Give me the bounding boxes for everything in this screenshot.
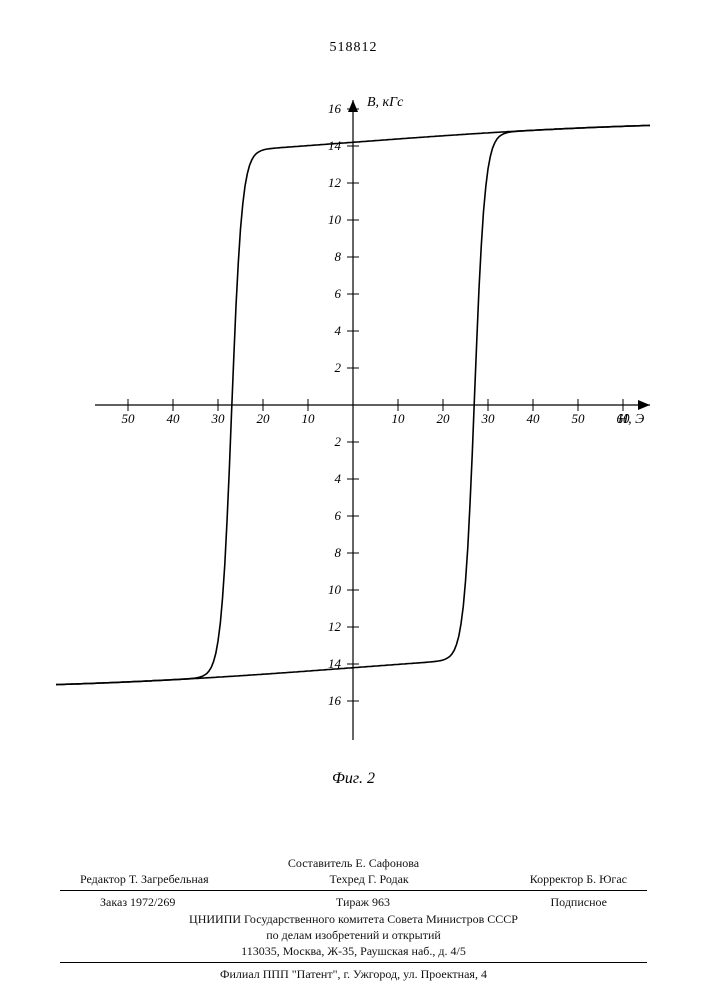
- footer-block: Составитель Е. Сафонова Редактор Т. Загр…: [0, 855, 707, 982]
- footer-corrector: Корректор Б. Югас: [530, 871, 627, 887]
- svg-text:16: 16: [328, 693, 342, 708]
- figure-label: Фиг. 2: [0, 770, 707, 788]
- svg-text:40: 40: [527, 411, 541, 426]
- footer-compiler: Составитель Е. Сафонова: [0, 855, 707, 871]
- svg-text:50: 50: [122, 411, 136, 426]
- svg-text:10: 10: [302, 411, 316, 426]
- svg-text:40: 40: [167, 411, 181, 426]
- svg-text:4: 4: [335, 471, 342, 486]
- document-number: 518812: [0, 40, 707, 56]
- svg-text:10: 10: [328, 582, 342, 597]
- svg-text:2: 2: [335, 360, 342, 375]
- svg-text:В, кГс: В, кГс: [367, 95, 404, 110]
- footer-subscribe: Подписное: [551, 894, 608, 910]
- svg-text:6: 6: [335, 286, 342, 301]
- svg-text:8: 8: [335, 249, 342, 264]
- footer-tirage: Тираж 963: [336, 894, 390, 910]
- footer-techred: Техред Г. Родак: [330, 871, 409, 887]
- svg-text:30: 30: [481, 411, 496, 426]
- svg-text:8: 8: [335, 545, 342, 560]
- footer-addr: 113035, Москва, Ж-35, Раушская наб., д. …: [0, 943, 707, 959]
- svg-text:6: 6: [335, 508, 342, 523]
- svg-text:12: 12: [328, 619, 342, 634]
- svg-text:12: 12: [328, 175, 342, 190]
- svg-text:50: 50: [572, 411, 586, 426]
- footer-org2: по делам изобретений и открытий: [0, 927, 707, 943]
- footer-org1: ЦНИИПИ Государственного комитета Совета …: [0, 911, 707, 927]
- footer-branch: Филиал ППП "Патент", г. Ужгород, ул. Про…: [0, 966, 707, 982]
- svg-text:16: 16: [328, 101, 342, 116]
- svg-text:20: 20: [437, 411, 451, 426]
- hysteresis-chart: 2468101214162468101214165040302010102030…: [0, 0, 707, 780]
- svg-text:20: 20: [257, 411, 271, 426]
- svg-text:10: 10: [392, 411, 406, 426]
- svg-text:2: 2: [335, 434, 342, 449]
- svg-text:14: 14: [328, 138, 342, 153]
- svg-text:Н, Э: Н, Э: [617, 412, 644, 427]
- svg-text:10: 10: [328, 212, 342, 227]
- svg-text:30: 30: [211, 411, 226, 426]
- footer-order: Заказ 1972/269: [100, 894, 175, 910]
- svg-text:4: 4: [335, 323, 342, 338]
- footer-editor: Редактор Т. Загребельная: [80, 871, 209, 887]
